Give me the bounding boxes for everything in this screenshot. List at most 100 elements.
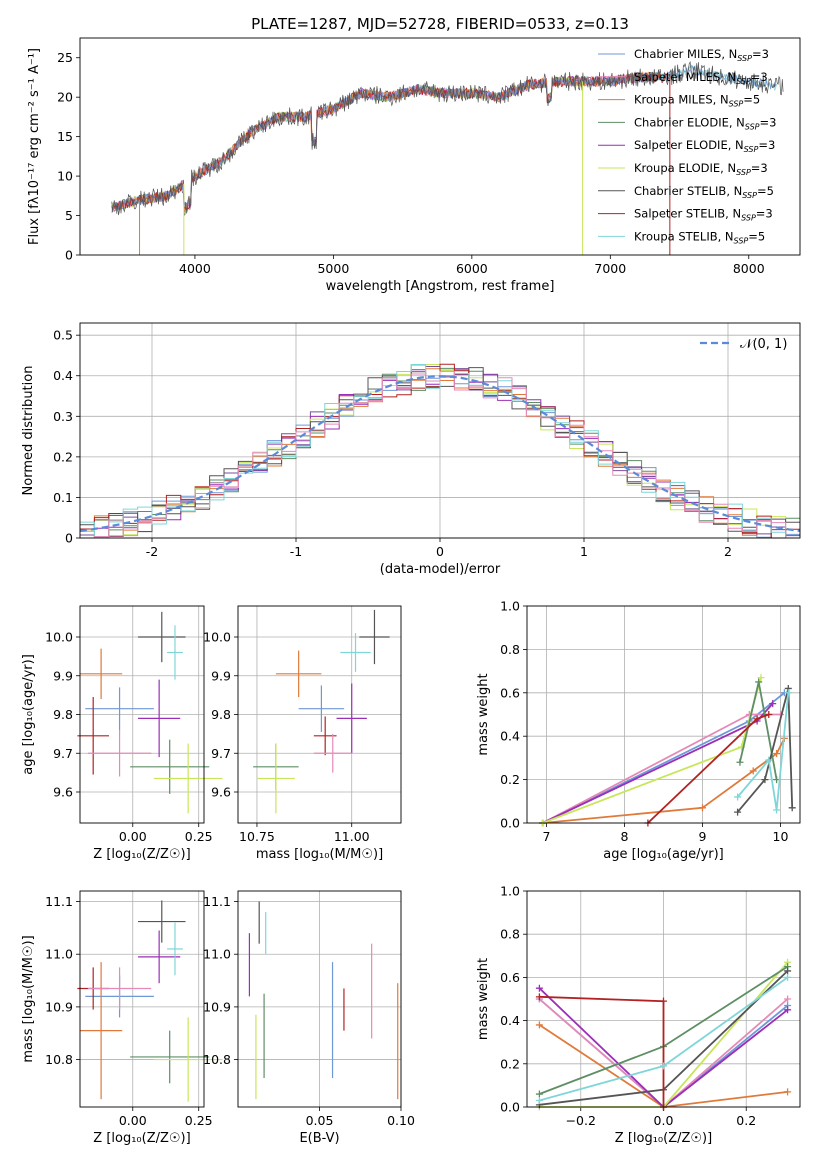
y-tick-label: 11.0: [45, 947, 73, 962]
y-tick-label: 0: [65, 248, 73, 263]
y-tick-label: 11.1: [203, 894, 231, 909]
y-axis-label: Flux [fλ10⁻¹⁷ erg cm⁻² s⁻¹ A⁻¹]: [27, 48, 42, 245]
x-tick-label: 0.00: [119, 829, 147, 844]
y-tick-label: 20: [57, 90, 73, 105]
weight-point-marker: [535, 1021, 543, 1029]
weight-point-marker: [535, 1090, 543, 1098]
legend-entry-value: =3: [751, 161, 768, 175]
weight-point-marker: [757, 674, 765, 682]
weight-lines: [539, 674, 796, 827]
x-tick-label: 2: [724, 544, 732, 559]
y-tick-label: 11.1: [45, 894, 73, 909]
x-tick-label: -2: [146, 544, 158, 559]
y-tick-label: 25: [57, 50, 73, 65]
legend-entry-name: Salpeter ELODIE, N: [634, 138, 744, 152]
spectrum-series-line: [111, 71, 659, 213]
legend-entry-name: Salpeter MILES, N: [634, 70, 736, 84]
x-tick-label: -1: [290, 544, 302, 559]
x-tick-label: 0.05: [306, 1113, 334, 1128]
axes: 10.75 11.00 9.6 9.7 9.8 9.9 10.0: [203, 606, 401, 844]
x-axis-label: age [log₁₀(age/yr)]: [603, 847, 724, 862]
y-tick-label: 0.1: [53, 490, 73, 505]
weight-series-line: [736, 688, 794, 813]
y-tick-label: 5: [65, 208, 73, 223]
x-tick-label: 0.25: [185, 1113, 213, 1128]
y-tick-label: 9.7: [211, 746, 231, 761]
weight-series-line: [542, 737, 786, 824]
y-tick-label: 0.8: [500, 927, 520, 942]
legend-entry-value: =5: [748, 229, 765, 243]
y-tick-label: 0.6: [500, 685, 520, 700]
y-tick-label: 10.8: [45, 1052, 73, 1067]
x-axis-label: wavelength [Angstrom, rest frame]: [326, 279, 555, 294]
errorbars: [77, 900, 223, 1102]
legend-entry-subscript: SSP: [734, 236, 749, 245]
legend-entry: Chabrier ELODIE, NSSP=3: [634, 115, 776, 131]
legend-entry-value: =5: [743, 93, 760, 107]
weight-point-marker: [660, 1062, 667, 1070]
spectrum-series-line: [114, 70, 673, 213]
weight-point-marker: [765, 711, 773, 718]
legend-entry: Chabrier MILES, NSSP=3: [634, 47, 769, 63]
legend-entry-name: Kroupa STELIB, N: [634, 229, 734, 243]
weight-point-marker: [769, 700, 777, 708]
weight-point-marker: [765, 756, 773, 764]
spectrum-series-line: [111, 71, 659, 212]
y-tick-label: 0.6: [500, 970, 520, 985]
y-tick-label: 0.4: [500, 729, 520, 744]
legend-entry: Kroupa ELODIE, NSSP=3: [634, 161, 768, 177]
y-axis-label: mass [log₁₀(M/M☉)]: [21, 935, 36, 1062]
y-tick-label: 0.0: [500, 1100, 520, 1115]
x-tick-label: 0.10: [387, 1113, 415, 1128]
x-axis-label: Z [log₁₀(Z/Z☉)]: [615, 1131, 712, 1146]
weight-point-marker: [535, 993, 543, 1001]
legend-entry-name: Chabrier ELODIE, N: [634, 115, 745, 129]
weight-point-marker: [755, 678, 763, 686]
legend-entry-subscript: SSP: [744, 145, 759, 154]
y-tick-label: 10.9: [203, 999, 231, 1014]
weight-point-marker: [535, 984, 543, 992]
weight-point-marker: [734, 793, 742, 801]
x-tick-label: 5000: [317, 261, 349, 276]
spectrum-lines: [111, 60, 784, 255]
y-axis-label: Normed distribution: [21, 366, 36, 496]
legend-entry: Salpeter STELIB, NSSP=3: [634, 207, 773, 223]
legend-entry-value: =3: [751, 70, 768, 84]
legend-entry: Kroupa STELIB, NSSP=5: [634, 229, 765, 245]
legend-entry-name: Chabrier MILES, N: [634, 47, 737, 61]
weight-series-line: [542, 677, 762, 824]
legend-entry-name: Chabrier STELIB, N: [634, 184, 742, 198]
y-tick-label: 0: [65, 531, 73, 546]
legend-entry: 𝒩(0, 1): [740, 337, 787, 352]
spectrum-series-line: [111, 71, 670, 211]
legend-entry-name: Kroupa MILES, N: [634, 93, 729, 107]
y-tick-label: 10.0: [203, 630, 231, 645]
weight-series-line: [736, 692, 790, 811]
legend-entry-value: =3: [756, 207, 773, 221]
x-tick-label: 0: [436, 544, 444, 559]
legend-entry-value: =3: [758, 138, 775, 152]
weight-point-marker: [773, 806, 781, 814]
x-axis-label: E(B-V): [299, 1131, 339, 1146]
y-tick-label: 11.0: [203, 947, 231, 962]
legend-entry-value: =3: [752, 47, 769, 61]
legend-entry: Chabrier STELIB, NSSP=5: [634, 184, 774, 200]
errorbars: [248, 901, 399, 1100]
axes: 0.00 0.25 9.6 9.7 9.8 9.9 10.0: [45, 606, 213, 844]
weight-point-marker: [749, 767, 757, 775]
legend-entry-subscript: SSP: [729, 100, 744, 109]
y-axis-label: mass weight: [476, 958, 491, 1040]
weight-point-marker: [773, 750, 781, 758]
y-tick-label: 0.4: [500, 1013, 520, 1028]
legend-entry: Salpeter MILES, NSSP=3: [634, 70, 768, 86]
legend-entry-subscript: SSP: [745, 122, 760, 131]
y-tick-label: 0.5: [53, 328, 73, 343]
legend-entry: Salpeter ELODIE, NSSP=3: [634, 138, 775, 154]
y-tick-label: 0.2: [500, 1056, 520, 1071]
y-tick-label: 10.8: [203, 1052, 231, 1067]
y-tick-label: 0.0: [500, 816, 520, 831]
y-tick-label: 9.8: [53, 707, 73, 722]
x-tick-label: 0.00: [119, 1113, 147, 1128]
y-tick-label: 10: [57, 169, 73, 184]
